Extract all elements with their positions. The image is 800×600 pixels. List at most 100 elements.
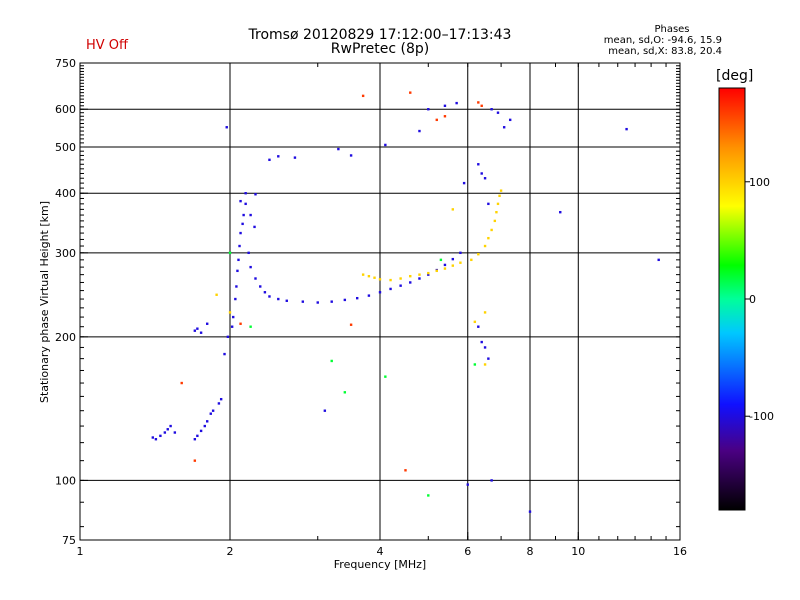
data-point (409, 274, 412, 278)
data-point (349, 323, 353, 326)
data-point (418, 277, 421, 280)
data-point (244, 202, 247, 206)
data-point (443, 267, 447, 270)
data-point (259, 285, 262, 288)
y-tick-label: 750 (55, 57, 76, 70)
x-tick-label: 8 (527, 545, 534, 558)
data-point (268, 158, 271, 162)
data-point (330, 300, 333, 303)
data-point (199, 429, 203, 433)
data-point (196, 434, 199, 438)
data-point (466, 483, 469, 486)
data-point (238, 244, 241, 248)
data-point (439, 258, 443, 262)
data-point (355, 296, 359, 300)
data-point (203, 424, 206, 428)
data-point (657, 258, 660, 262)
x-tick-label: 2 (227, 545, 234, 558)
data-point (247, 251, 250, 255)
data-point (225, 126, 228, 129)
data-point (277, 155, 280, 158)
colorbar-tick-label: 0 (749, 293, 756, 306)
data-point (244, 192, 247, 195)
data-point (163, 431, 167, 434)
data-point (477, 101, 480, 104)
data-point (487, 236, 490, 240)
data-point (228, 251, 232, 255)
colorbar-tick-label: 100 (749, 176, 770, 189)
data-point (470, 258, 473, 262)
data-point (215, 293, 218, 296)
data-point (268, 295, 271, 298)
x-axis-label: Frequency [MHz] (334, 558, 426, 571)
data-point (487, 357, 490, 360)
x-tick-label: 10 (571, 545, 585, 558)
data-point (502, 126, 506, 129)
data-point (496, 202, 500, 206)
data-point (263, 291, 267, 294)
data-point (373, 276, 376, 279)
data-point (455, 101, 458, 105)
data-point (193, 459, 197, 462)
data-point (477, 163, 480, 166)
data-point (230, 325, 234, 328)
data-point (199, 331, 203, 334)
data-point (418, 273, 421, 276)
data-point (451, 257, 455, 261)
data-point (459, 251, 462, 255)
data-point (301, 300, 305, 303)
data-point (316, 301, 319, 304)
data-point (234, 297, 237, 301)
data-point (493, 219, 497, 223)
data-point (193, 329, 197, 332)
data-point (477, 253, 480, 256)
data-point (249, 265, 252, 269)
stats-title: Phases (654, 24, 690, 35)
data-point (427, 494, 430, 497)
data-point (435, 269, 438, 273)
data-point (330, 359, 333, 363)
data-point (483, 177, 487, 180)
data-point (473, 363, 477, 366)
grid-lines (80, 63, 680, 540)
data-point (196, 327, 199, 330)
stats-x-mode: mean, sd,X: 83.8, 20.4 (608, 46, 722, 57)
data-point (211, 409, 215, 412)
data-point (483, 346, 487, 349)
data-point (378, 278, 382, 281)
data-point (254, 277, 257, 280)
data-point (235, 285, 238, 288)
data-point (361, 273, 365, 276)
data-point (169, 424, 172, 428)
data-point (559, 210, 562, 214)
data-point (237, 258, 240, 262)
colorbar-tick-label: -100 (749, 410, 774, 423)
data-point (151, 436, 155, 439)
y-axis-label: Stationary phase Virtual Height [km] (38, 201, 51, 403)
x-tick-label: 6 (464, 545, 471, 558)
data-point (205, 322, 209, 325)
data-point (490, 479, 493, 482)
data-point (443, 104, 447, 108)
data-point (427, 108, 430, 111)
chart-title: Tromsø 20120829 17:12:00–17:13:43 (248, 27, 512, 43)
data-point (232, 315, 235, 319)
data-point (528, 510, 532, 513)
data-point (427, 273, 430, 276)
data-point (241, 222, 244, 226)
data-point (483, 244, 487, 248)
data-point (367, 274, 371, 278)
data-point (384, 375, 387, 378)
data-point (409, 281, 412, 284)
chart-subtitle: RwPretec (8p) (330, 41, 430, 57)
y-tick-label: 500 (55, 141, 76, 154)
data-point (490, 108, 493, 111)
data-point (159, 434, 162, 438)
data-point (226, 335, 230, 339)
data-point (409, 91, 412, 94)
data-point (427, 271, 430, 275)
data-point (480, 340, 483, 344)
data-point (343, 298, 347, 302)
data-point (249, 325, 252, 328)
